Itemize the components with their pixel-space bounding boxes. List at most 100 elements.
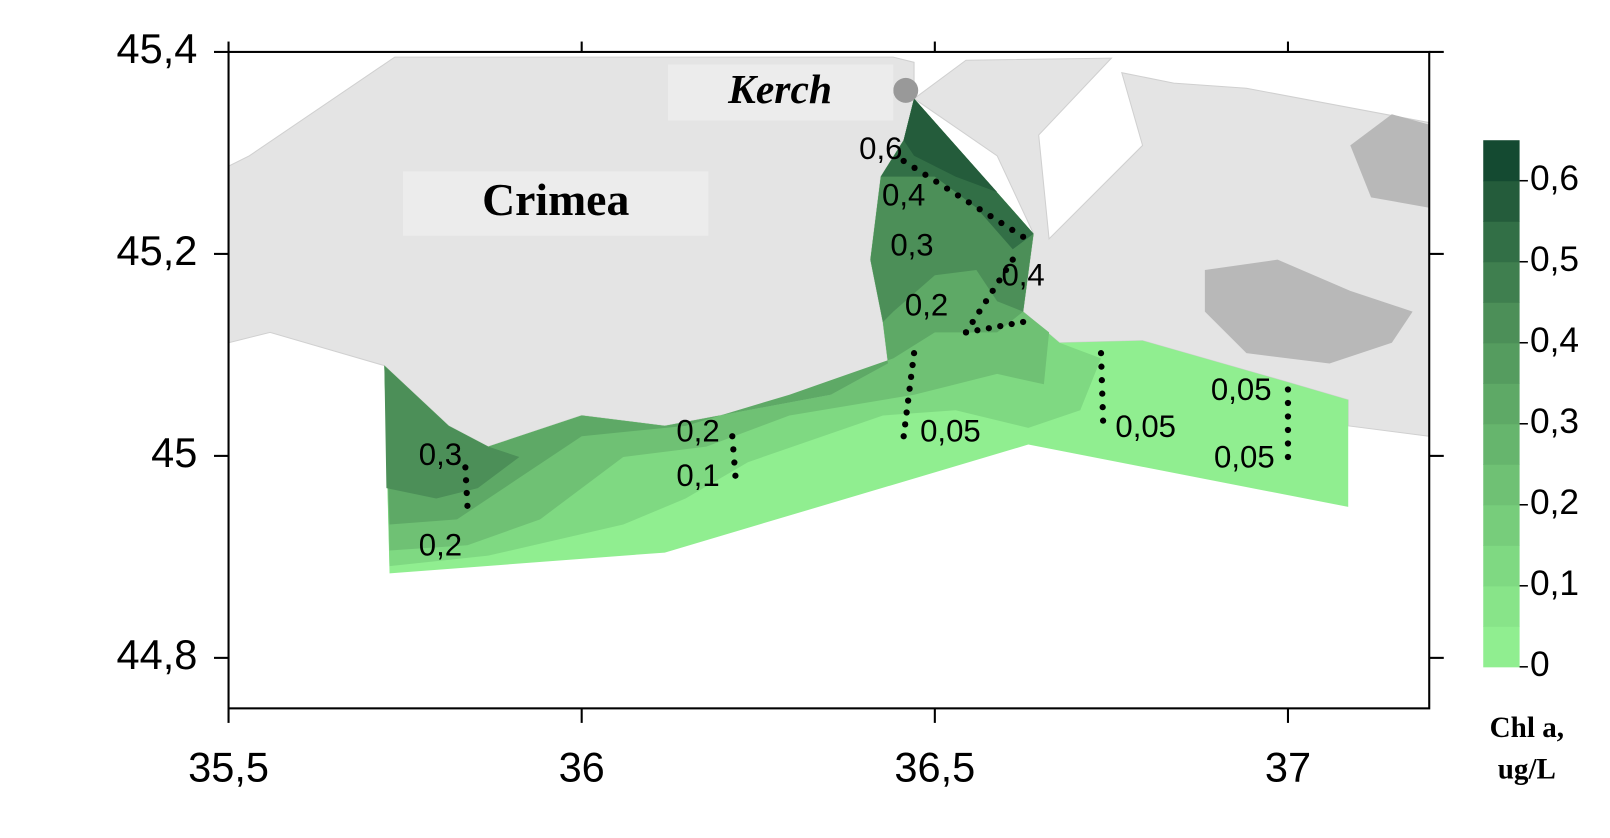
- station: [462, 477, 470, 484]
- station: [922, 171, 929, 178]
- contour-label: 0,1: [676, 458, 719, 493]
- colorbar-title: ug/L: [1498, 753, 1556, 785]
- y-tick-label: 45,4: [117, 25, 198, 72]
- colorbar-band: [1483, 423, 1520, 465]
- station: [462, 464, 469, 471]
- station: [1009, 226, 1016, 234]
- kerch-marker: [893, 77, 919, 103]
- station: [974, 327, 981, 334]
- x-tick-label: 36,5: [894, 744, 975, 791]
- station: [976, 308, 983, 315]
- station: [900, 433, 907, 440]
- colorbar-tick-label: 0,1: [1530, 564, 1579, 603]
- station: [1284, 426, 1292, 434]
- station: [732, 472, 739, 479]
- contour-fill: [384, 365, 520, 499]
- colorbar-tick-label: 0,2: [1530, 483, 1579, 522]
- contour-label: 0,6: [859, 131, 902, 166]
- station: [1284, 453, 1292, 461]
- colorbar-band: [1483, 626, 1520, 668]
- contour-label: 0,4: [882, 178, 925, 213]
- station: [900, 157, 907, 165]
- contour-label: 0,4: [1001, 258, 1044, 293]
- colorbar-tick-label: 0,6: [1530, 159, 1579, 198]
- station: [1002, 266, 1010, 274]
- station: [1098, 363, 1105, 370]
- station: [1099, 390, 1106, 397]
- colorbar-tick-label: 0,4: [1530, 321, 1579, 360]
- colorbar-band: [1483, 140, 1520, 182]
- contour-label: 0,05: [1211, 372, 1272, 407]
- station: [464, 502, 471, 509]
- station: [907, 373, 915, 380]
- station: [996, 277, 1003, 284]
- colorbar-band: [1483, 383, 1520, 425]
- station: [962, 329, 970, 336]
- colorbar-title: Chl a,: [1490, 712, 1564, 744]
- contour-label: 0,3: [890, 227, 933, 262]
- frame: [227, 50, 1431, 710]
- station: [729, 433, 736, 440]
- lagoon: [1204, 259, 1413, 364]
- contour-label: 0,05: [920, 413, 981, 448]
- station: [911, 164, 918, 172]
- colorbar-tick-label: 0,5: [1530, 240, 1579, 279]
- station: [1020, 233, 1027, 240]
- station: [1009, 256, 1016, 263]
- station: [982, 298, 990, 305]
- contour-fill: [903, 98, 998, 193]
- colorbar-band: [1483, 261, 1520, 303]
- station: [954, 192, 962, 199]
- lagoon: [1350, 114, 1430, 208]
- contour-label: 0,2: [419, 528, 462, 563]
- station: [1284, 386, 1292, 393]
- station: [1097, 350, 1105, 357]
- colorbar-band: [1483, 180, 1520, 222]
- station: [1284, 440, 1292, 447]
- contour-label: 0,05: [1115, 409, 1176, 444]
- label-box: [403, 171, 709, 236]
- place-label: Crimea: [482, 174, 629, 225]
- colorbar-band: [1483, 585, 1520, 627]
- station: [903, 409, 910, 416]
- x-tick-label: 37: [1265, 744, 1311, 791]
- station: [730, 446, 737, 453]
- colorbar-band: [1483, 302, 1520, 344]
- station: [933, 178, 940, 185]
- station: [989, 287, 996, 294]
- station: [1098, 377, 1105, 384]
- contour-label: 0,2: [676, 413, 719, 448]
- x-tick-label: 35,5: [188, 744, 269, 791]
- colorbar-band: [1483, 221, 1520, 263]
- colorbar-tick-label: 0,3: [1530, 402, 1579, 441]
- station: [976, 206, 983, 213]
- x-tick-label: 36: [559, 744, 605, 791]
- colorbar-tick-label: 0: [1530, 645, 1550, 684]
- colorbar-band: [1483, 342, 1520, 384]
- station: [965, 199, 972, 206]
- y-tick-label: 45: [151, 429, 197, 476]
- colorbar-band: [1483, 464, 1520, 506]
- station: [987, 213, 994, 220]
- station: [909, 361, 916, 369]
- contour-label: 0,3: [419, 437, 462, 472]
- station: [985, 325, 992, 332]
- contour-label: 0,2: [905, 288, 948, 323]
- station: [1020, 318, 1027, 326]
- station: [1008, 320, 1015, 328]
- station: [910, 350, 918, 357]
- colorbar-band: [1483, 545, 1520, 587]
- colorbar-band: [1483, 504, 1520, 546]
- y-tick-label: 44,8: [117, 631, 198, 678]
- station: [943, 185, 951, 192]
- station: [1099, 404, 1106, 411]
- station: [998, 219, 1005, 227]
- contour-label: 0,05: [1214, 439, 1275, 474]
- station: [905, 397, 912, 404]
- station: [731, 459, 738, 466]
- station: [463, 489, 470, 497]
- place-label: Kerch: [727, 66, 832, 112]
- station: [1099, 417, 1107, 424]
